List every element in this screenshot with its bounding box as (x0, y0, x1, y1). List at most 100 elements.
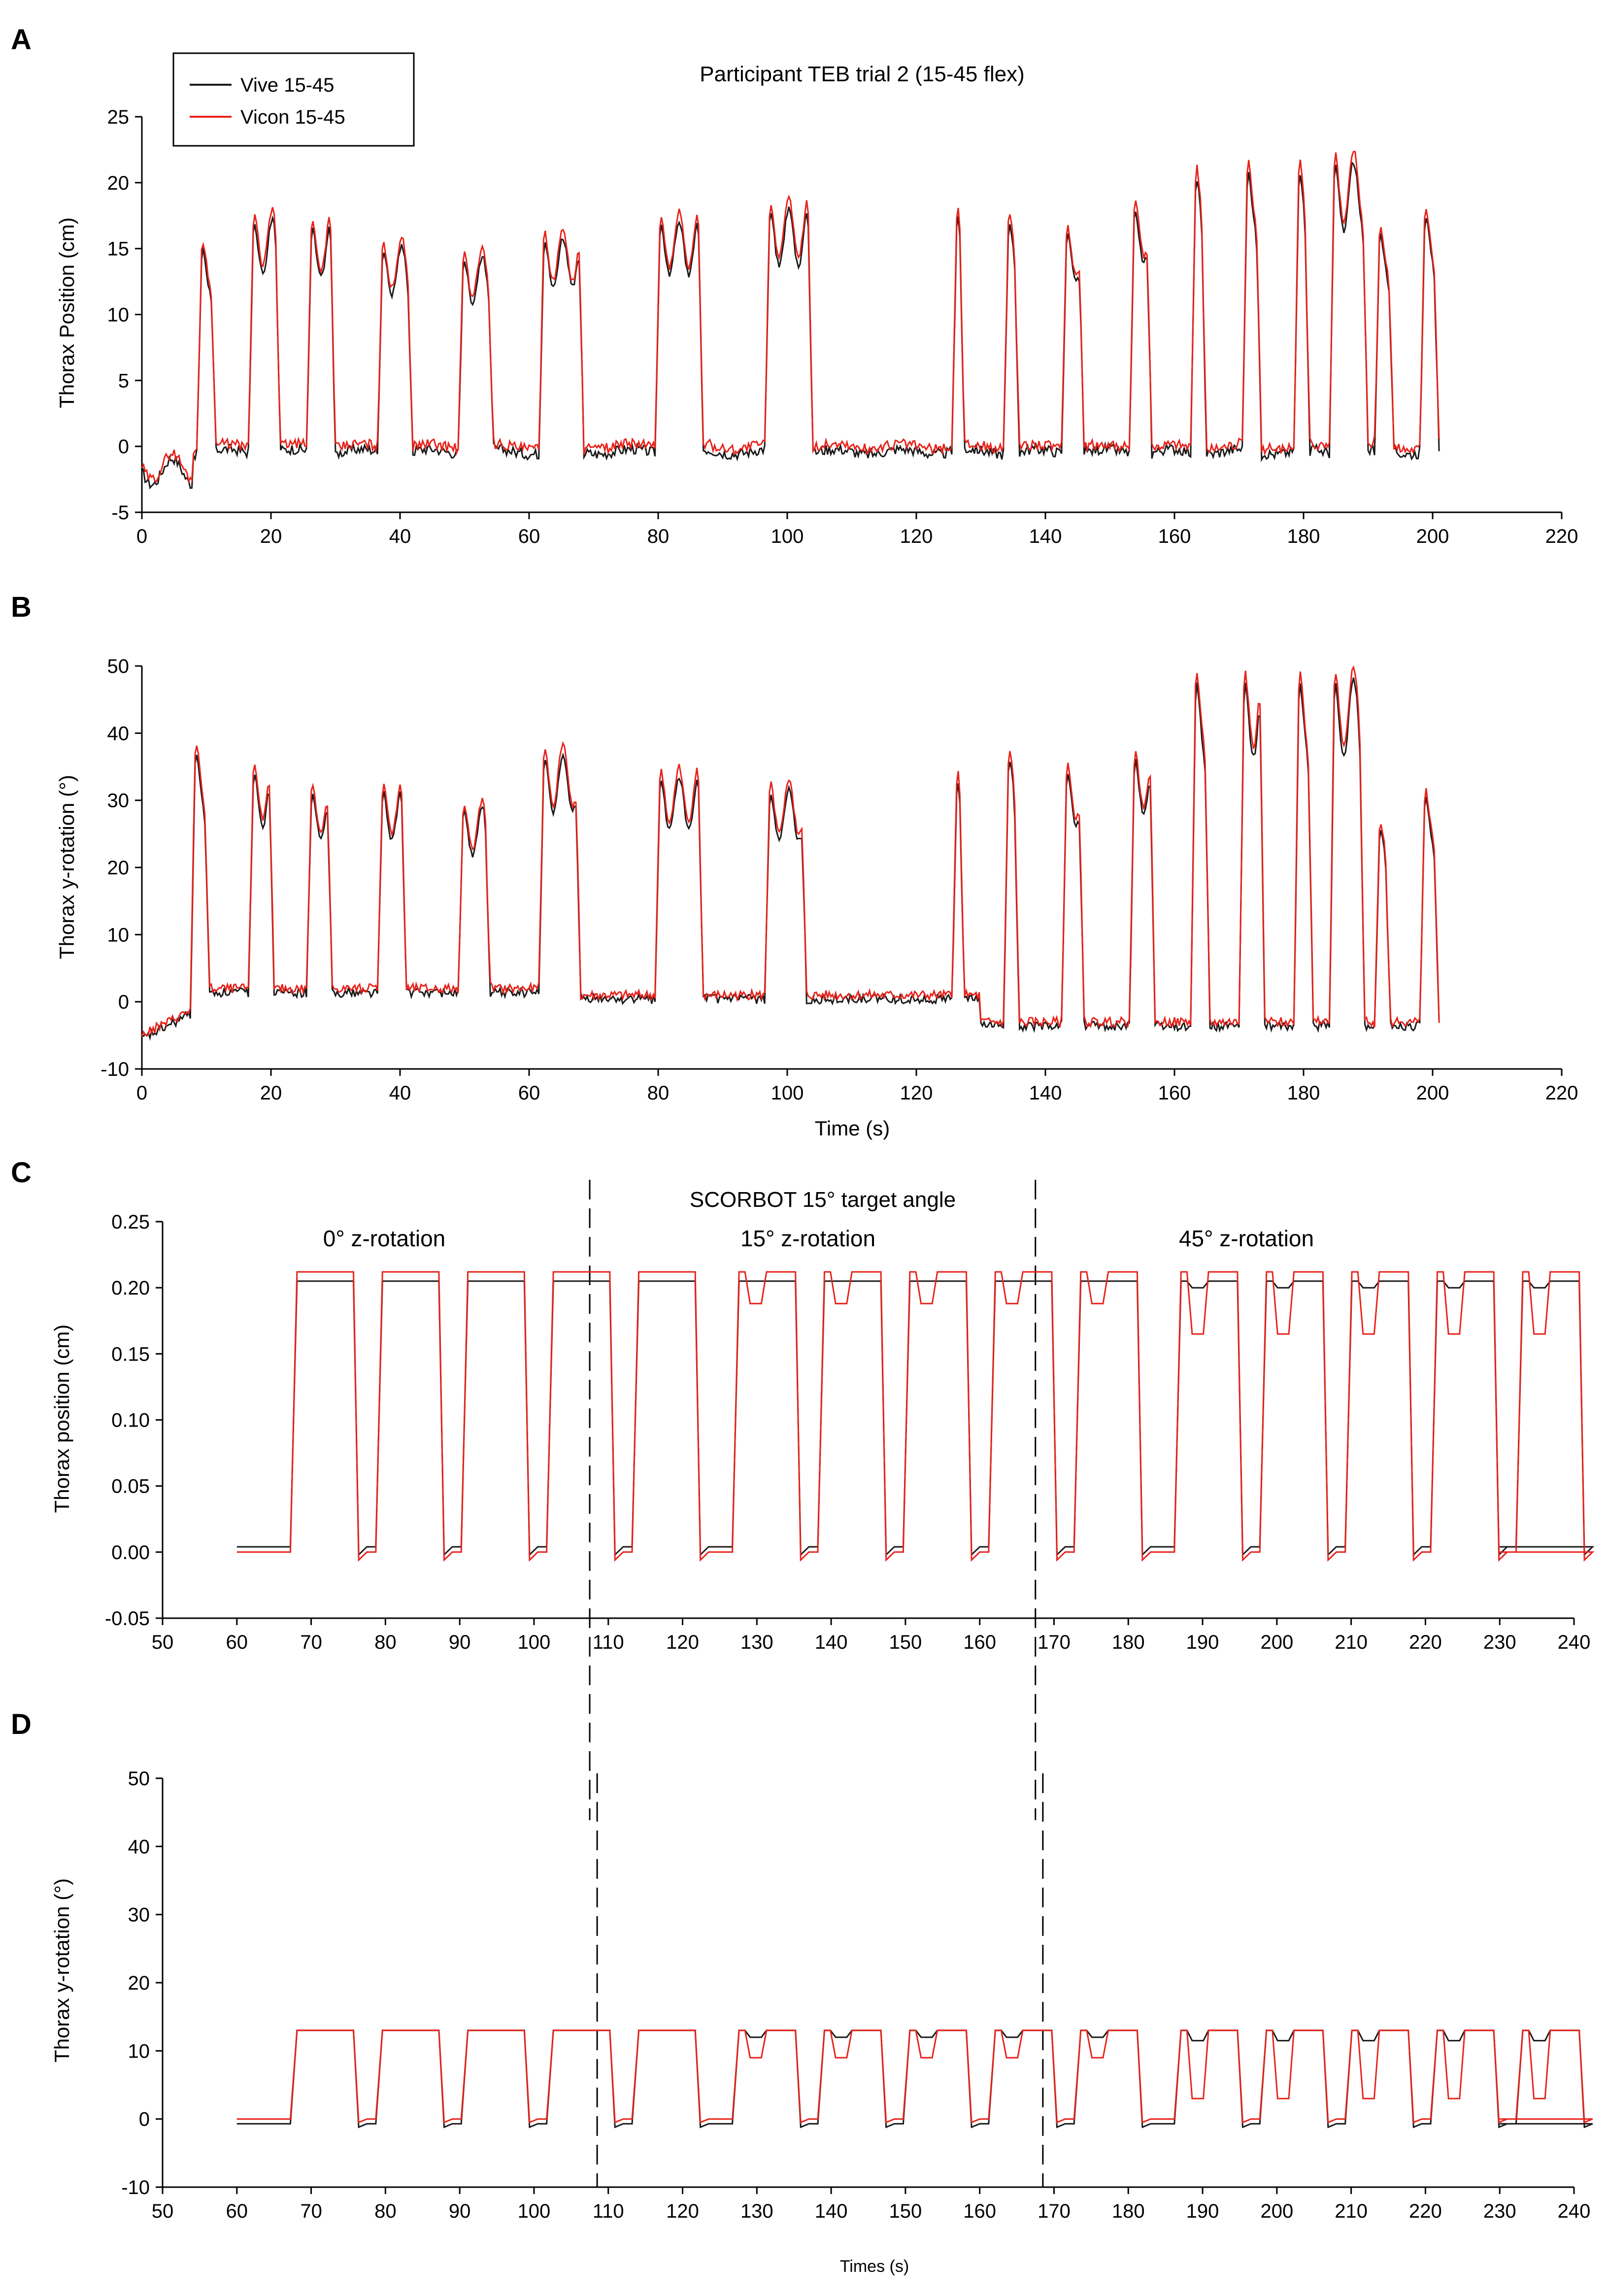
x-tick-label: 220 (1409, 1631, 1442, 1653)
x-tick-label: 60 (518, 526, 540, 547)
x-tick-label: 140 (815, 1631, 848, 1653)
x-tick-label: 110 (593, 1631, 624, 1653)
y-tick-label: 10 (107, 924, 130, 946)
series-line-vicon (236, 1271, 1595, 1562)
chart-b: 0 20 40 60 80 100 120 140 160 180 200 220 -10 0 10 20 30… (100, 656, 1578, 1104)
chart-c-title: SCORBOT 15° target angle (690, 1188, 956, 1212)
y-tick-label: 10 (128, 2040, 150, 2062)
y-tick-label: 25 (107, 106, 130, 128)
chart-b-ylabel: Thorax y-rotation (°) (55, 775, 78, 959)
chart-a: 0 20 40 60 80 100 120 140 160 180 200 220 -5 0 5 10 15 20… (107, 106, 1578, 547)
y-tick-label: 30 (107, 790, 130, 812)
chart-a-ylabel: Thorax Position (cm) (55, 217, 78, 408)
x-tick-label: 170 (1038, 2200, 1071, 2222)
x-tick-label: 160 (963, 1631, 996, 1653)
y-tick-label: 0.05 (111, 1476, 150, 1497)
x-tick-label: 210 (1335, 1631, 1368, 1653)
y-tick-label: 0.10 (111, 1410, 150, 1431)
legend: Vive 15-45 Vicon 15-45 (172, 52, 415, 147)
x-tick-label: 0 (136, 526, 147, 547)
x-tick-label: 160 (1158, 526, 1191, 547)
x-tick-label: 100 (771, 1082, 804, 1104)
x-tick-label: 120 (666, 2200, 699, 2222)
x-tick-label: 80 (374, 2200, 397, 2222)
x-tick-label: 160 (963, 2200, 996, 2222)
y-tick-label: 0.25 (111, 1211, 150, 1233)
panel-letter-d: D (11, 1708, 32, 1740)
x-tick-label: 0 (136, 1082, 147, 1104)
x-tick-label: 20 (260, 1082, 282, 1104)
x-tick-label: 140 (1029, 1082, 1062, 1104)
y-tick-label: 20 (107, 857, 130, 879)
x-tick-label: 200 (1416, 1082, 1449, 1104)
y-tick-label: 15 (107, 238, 130, 260)
x-tick-label: 220 (1545, 526, 1578, 547)
y-tick-label: -0.05 (105, 1608, 150, 1630)
chart-c: 50 60 70 80 90 100 110 120 130 140 150 160 170 180 190… (105, 1180, 1595, 1820)
x-tick-label: 100 (518, 2200, 551, 2222)
x-tick-label: 100 (771, 526, 804, 547)
x-tick-label: 20 (260, 526, 282, 547)
x-tick-label: 200 (1416, 526, 1449, 547)
y-tick-label: -10 (100, 1059, 129, 1080)
x-tick-label: 190 (1186, 2200, 1219, 2222)
x-tick-label: 100 (518, 1631, 551, 1653)
panel-letter-c: C (11, 1157, 32, 1189)
chart-c-ylabel: Thorax position (cm) (50, 1325, 73, 1513)
y-tick-label: 0.20 (111, 1277, 150, 1299)
x-tick-label: 50 (152, 2200, 174, 2222)
panel-letter-a: A (11, 24, 32, 56)
legend-label-vive: Vive 15-45 (240, 74, 335, 96)
chart-d-ylabel: Thorax y-rotation (°) (50, 1878, 73, 2063)
chart-a-title: Participant TEB trial 2 (15-45 flex) (700, 62, 1024, 86)
x-tick-label: 40 (389, 526, 411, 547)
x-tick-label: 80 (647, 526, 670, 547)
x-tick-label: 190 (1186, 1631, 1219, 1653)
x-tick-label: 230 (1483, 2200, 1516, 2222)
y-tick-label: 40 (128, 1836, 150, 1858)
series-line-vicon (141, 665, 1440, 1037)
x-tick-label: 220 (1409, 2200, 1442, 2222)
x-tick-label: 80 (374, 1631, 397, 1653)
chart-d-xlabel: Times (s) (840, 2257, 909, 2276)
x-tick-label: 200 (1260, 1631, 1293, 1653)
x-tick-label: 180 (1112, 2200, 1145, 2222)
series-line-vive (141, 161, 1440, 490)
x-tick-label: 120 (900, 526, 933, 547)
x-tick-label: 210 (1335, 2200, 1368, 2222)
y-tick-label: 30 (128, 1904, 150, 1926)
y-tick-label: 20 (107, 172, 130, 194)
region-label-15: 15° z-rotation (740, 1226, 875, 1251)
x-tick-label: 60 (226, 2200, 248, 2222)
x-tick-label: 180 (1112, 1631, 1145, 1653)
y-tick-label: 0 (118, 992, 129, 1013)
y-tick-label: 0.00 (111, 1542, 150, 1564)
x-tick-label: 200 (1260, 2200, 1293, 2222)
legend-box (172, 52, 415, 147)
panel-letter-b: B (11, 591, 32, 623)
x-tick-label: 150 (889, 1631, 922, 1653)
y-tick-label: 10 (107, 304, 130, 326)
x-tick-label: 40 (389, 1082, 411, 1104)
x-tick-label: 180 (1287, 1082, 1320, 1104)
x-tick-label: 60 (518, 1082, 540, 1104)
series-line-vicon (141, 150, 1440, 484)
x-tick-label: 120 (666, 1631, 699, 1653)
x-tick-label: 220 (1545, 1082, 1578, 1104)
x-tick-label: 110 (593, 2200, 624, 2222)
legend-label-vicon: Vicon 15-45 (240, 106, 345, 128)
y-tick-label: 0 (118, 436, 129, 458)
region-label-45: 45° z-rotation (1179, 1226, 1314, 1251)
x-tick-label: 90 (449, 1631, 471, 1653)
x-tick-label: 60 (226, 1631, 248, 1653)
x-tick-label: 240 (1558, 1631, 1591, 1653)
x-tick-label: 180 (1287, 526, 1320, 547)
x-tick-label: 130 (740, 1631, 773, 1653)
y-tick-label: -5 (111, 502, 129, 524)
y-tick-label: 50 (128, 1768, 150, 1790)
y-tick-label: -10 (121, 2177, 150, 2198)
x-tick-label: 240 (1558, 2200, 1591, 2222)
y-tick-label: 20 (128, 1972, 150, 1994)
y-tick-label: 40 (107, 723, 130, 744)
y-tick-label: 0 (139, 2109, 150, 2130)
